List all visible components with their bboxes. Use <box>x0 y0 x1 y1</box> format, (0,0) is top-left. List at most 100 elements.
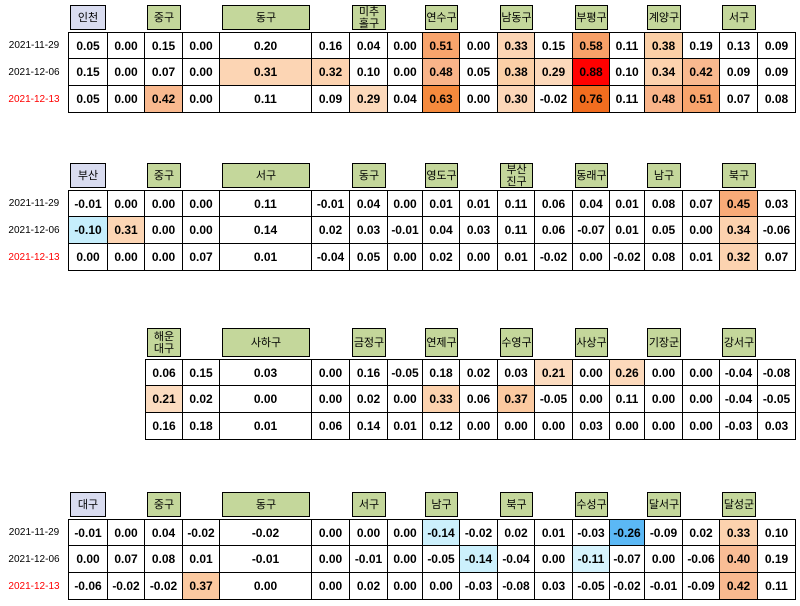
value-cell: 0.15 <box>68 59 108 86</box>
district-header: 중구 <box>147 163 181 188</box>
value-cell: 0.00 <box>573 359 610 386</box>
value-cell: 0.01 <box>423 190 460 217</box>
value-cell: 0.09 <box>758 32 796 59</box>
date-label: 2021-11-29 <box>8 527 60 538</box>
value-cell: 0.04 <box>388 86 423 113</box>
value-cell: 0.00 <box>645 546 683 573</box>
value-cell: -0.02 <box>145 573 183 600</box>
value-cell: 0.01 <box>220 413 312 440</box>
value-cell: 0.04 <box>145 519 183 546</box>
value-cell: 0.00 <box>183 59 220 86</box>
date-label: 2021-12-13 <box>8 252 60 263</box>
value-cell: 0.37 <box>498 386 535 413</box>
district-header: 동구 <box>352 163 386 188</box>
value-cell: 0.00 <box>183 190 220 217</box>
value-cell: 0.07 <box>183 244 220 271</box>
value-cell: 0.14 <box>350 413 388 440</box>
district-header: 강서구 <box>722 328 756 357</box>
value-cell: -0.08 <box>758 359 796 386</box>
value-cell: -0.01 <box>388 217 423 244</box>
value-cell: 0.16 <box>145 413 183 440</box>
value-cell: 0.88 <box>573 59 610 86</box>
value-cell: 0.00 <box>645 359 683 386</box>
value-cell: 0.33 <box>423 386 460 413</box>
value-cell: 0.02 <box>312 217 350 244</box>
value-cell: -0.04 <box>720 386 758 413</box>
value-cell: 0.00 <box>145 190 183 217</box>
value-cell: 0.07 <box>145 59 183 86</box>
value-cell: 0.00 <box>535 413 573 440</box>
value-cell: 0.07 <box>683 190 720 217</box>
value-cell: 0.03 <box>460 217 498 244</box>
value-cell: 0.11 <box>498 190 535 217</box>
value-cell: 0.08 <box>758 86 796 113</box>
value-cell: 0.00 <box>645 386 683 413</box>
value-cell: 0.00 <box>68 546 108 573</box>
value-cell: 0.32 <box>720 244 758 271</box>
value-cell: 0.15 <box>535 32 573 59</box>
district-header: 북구 <box>722 163 756 188</box>
value-cell: 0.05 <box>645 217 683 244</box>
value-cell: -0.07 <box>573 217 610 244</box>
value-cell: -0.05 <box>388 359 423 386</box>
date-label: 2021-11-29 <box>8 198 60 209</box>
value-cell: 0.01 <box>610 217 645 244</box>
date-label: 2021-12-06 <box>8 554 60 565</box>
value-cell: 0.15 <box>145 32 183 59</box>
value-cell: 0.10 <box>350 59 388 86</box>
value-cell: 0.21 <box>535 359 573 386</box>
value-cell: -0.26 <box>610 519 645 546</box>
value-cell: -0.09 <box>683 573 720 600</box>
value-cell: -0.01 <box>68 519 108 546</box>
value-cell: 0.00 <box>312 359 350 386</box>
value-cell: 0.00 <box>108 86 145 113</box>
value-cell: 0.02 <box>423 244 460 271</box>
value-cell: -0.02 <box>183 519 220 546</box>
value-cell: 0.00 <box>683 217 720 244</box>
value-cell: 0.00 <box>145 244 183 271</box>
value-cell: 0.07 <box>720 86 758 113</box>
value-cell: -0.07 <box>610 546 645 573</box>
value-cell: 0.03 <box>350 217 388 244</box>
district-header: 남동구 <box>500 5 533 30</box>
value-cell: 0.30 <box>498 86 535 113</box>
value-cell: 0.34 <box>720 217 758 244</box>
district-header: 달성군 <box>722 492 756 517</box>
value-cell: 0.02 <box>350 386 388 413</box>
value-cell: 0.38 <box>645 32 683 59</box>
value-cell: -0.01 <box>645 573 683 600</box>
value-cell: 0.11 <box>498 217 535 244</box>
value-cell: 0.15 <box>183 359 220 386</box>
district-header: 부산 <box>70 163 106 188</box>
district-header: 계양구 <box>647 5 681 30</box>
value-cell: 0.03 <box>498 359 535 386</box>
value-cell: 0.00 <box>108 519 145 546</box>
district-header: 남구 <box>647 163 681 188</box>
district-header: 영도구 <box>425 163 458 188</box>
value-cell: 0.33 <box>498 32 535 59</box>
value-cell: 0.03 <box>758 190 796 217</box>
value-cell: 0.00 <box>108 32 145 59</box>
value-cell: 0.26 <box>610 359 645 386</box>
value-cell: 0.08 <box>145 546 183 573</box>
district-header: 부평구 <box>575 5 608 30</box>
district-header: 부산 진구 <box>500 163 533 188</box>
value-cell: -0.06 <box>68 573 108 600</box>
date-label: 2021-12-06 <box>8 225 60 236</box>
value-cell: 0.00 <box>683 386 720 413</box>
value-cell: 0.42 <box>145 86 183 113</box>
value-cell: -0.01 <box>68 190 108 217</box>
district-header: 수영구 <box>500 328 533 357</box>
value-cell: 0.13 <box>720 32 758 59</box>
value-cell: 0.51 <box>423 32 460 59</box>
value-cell: 0.00 <box>220 386 312 413</box>
value-cell: 0.00 <box>645 413 683 440</box>
value-cell: 0.00 <box>388 32 423 59</box>
value-cell: 0.10 <box>758 519 796 546</box>
value-cell: 0.20 <box>220 32 312 59</box>
value-cell: 0.00 <box>535 546 573 573</box>
value-cell: 0.58 <box>573 32 610 59</box>
value-cell: -0.09 <box>645 519 683 546</box>
date-label: 2021-11-29 <box>8 40 60 51</box>
